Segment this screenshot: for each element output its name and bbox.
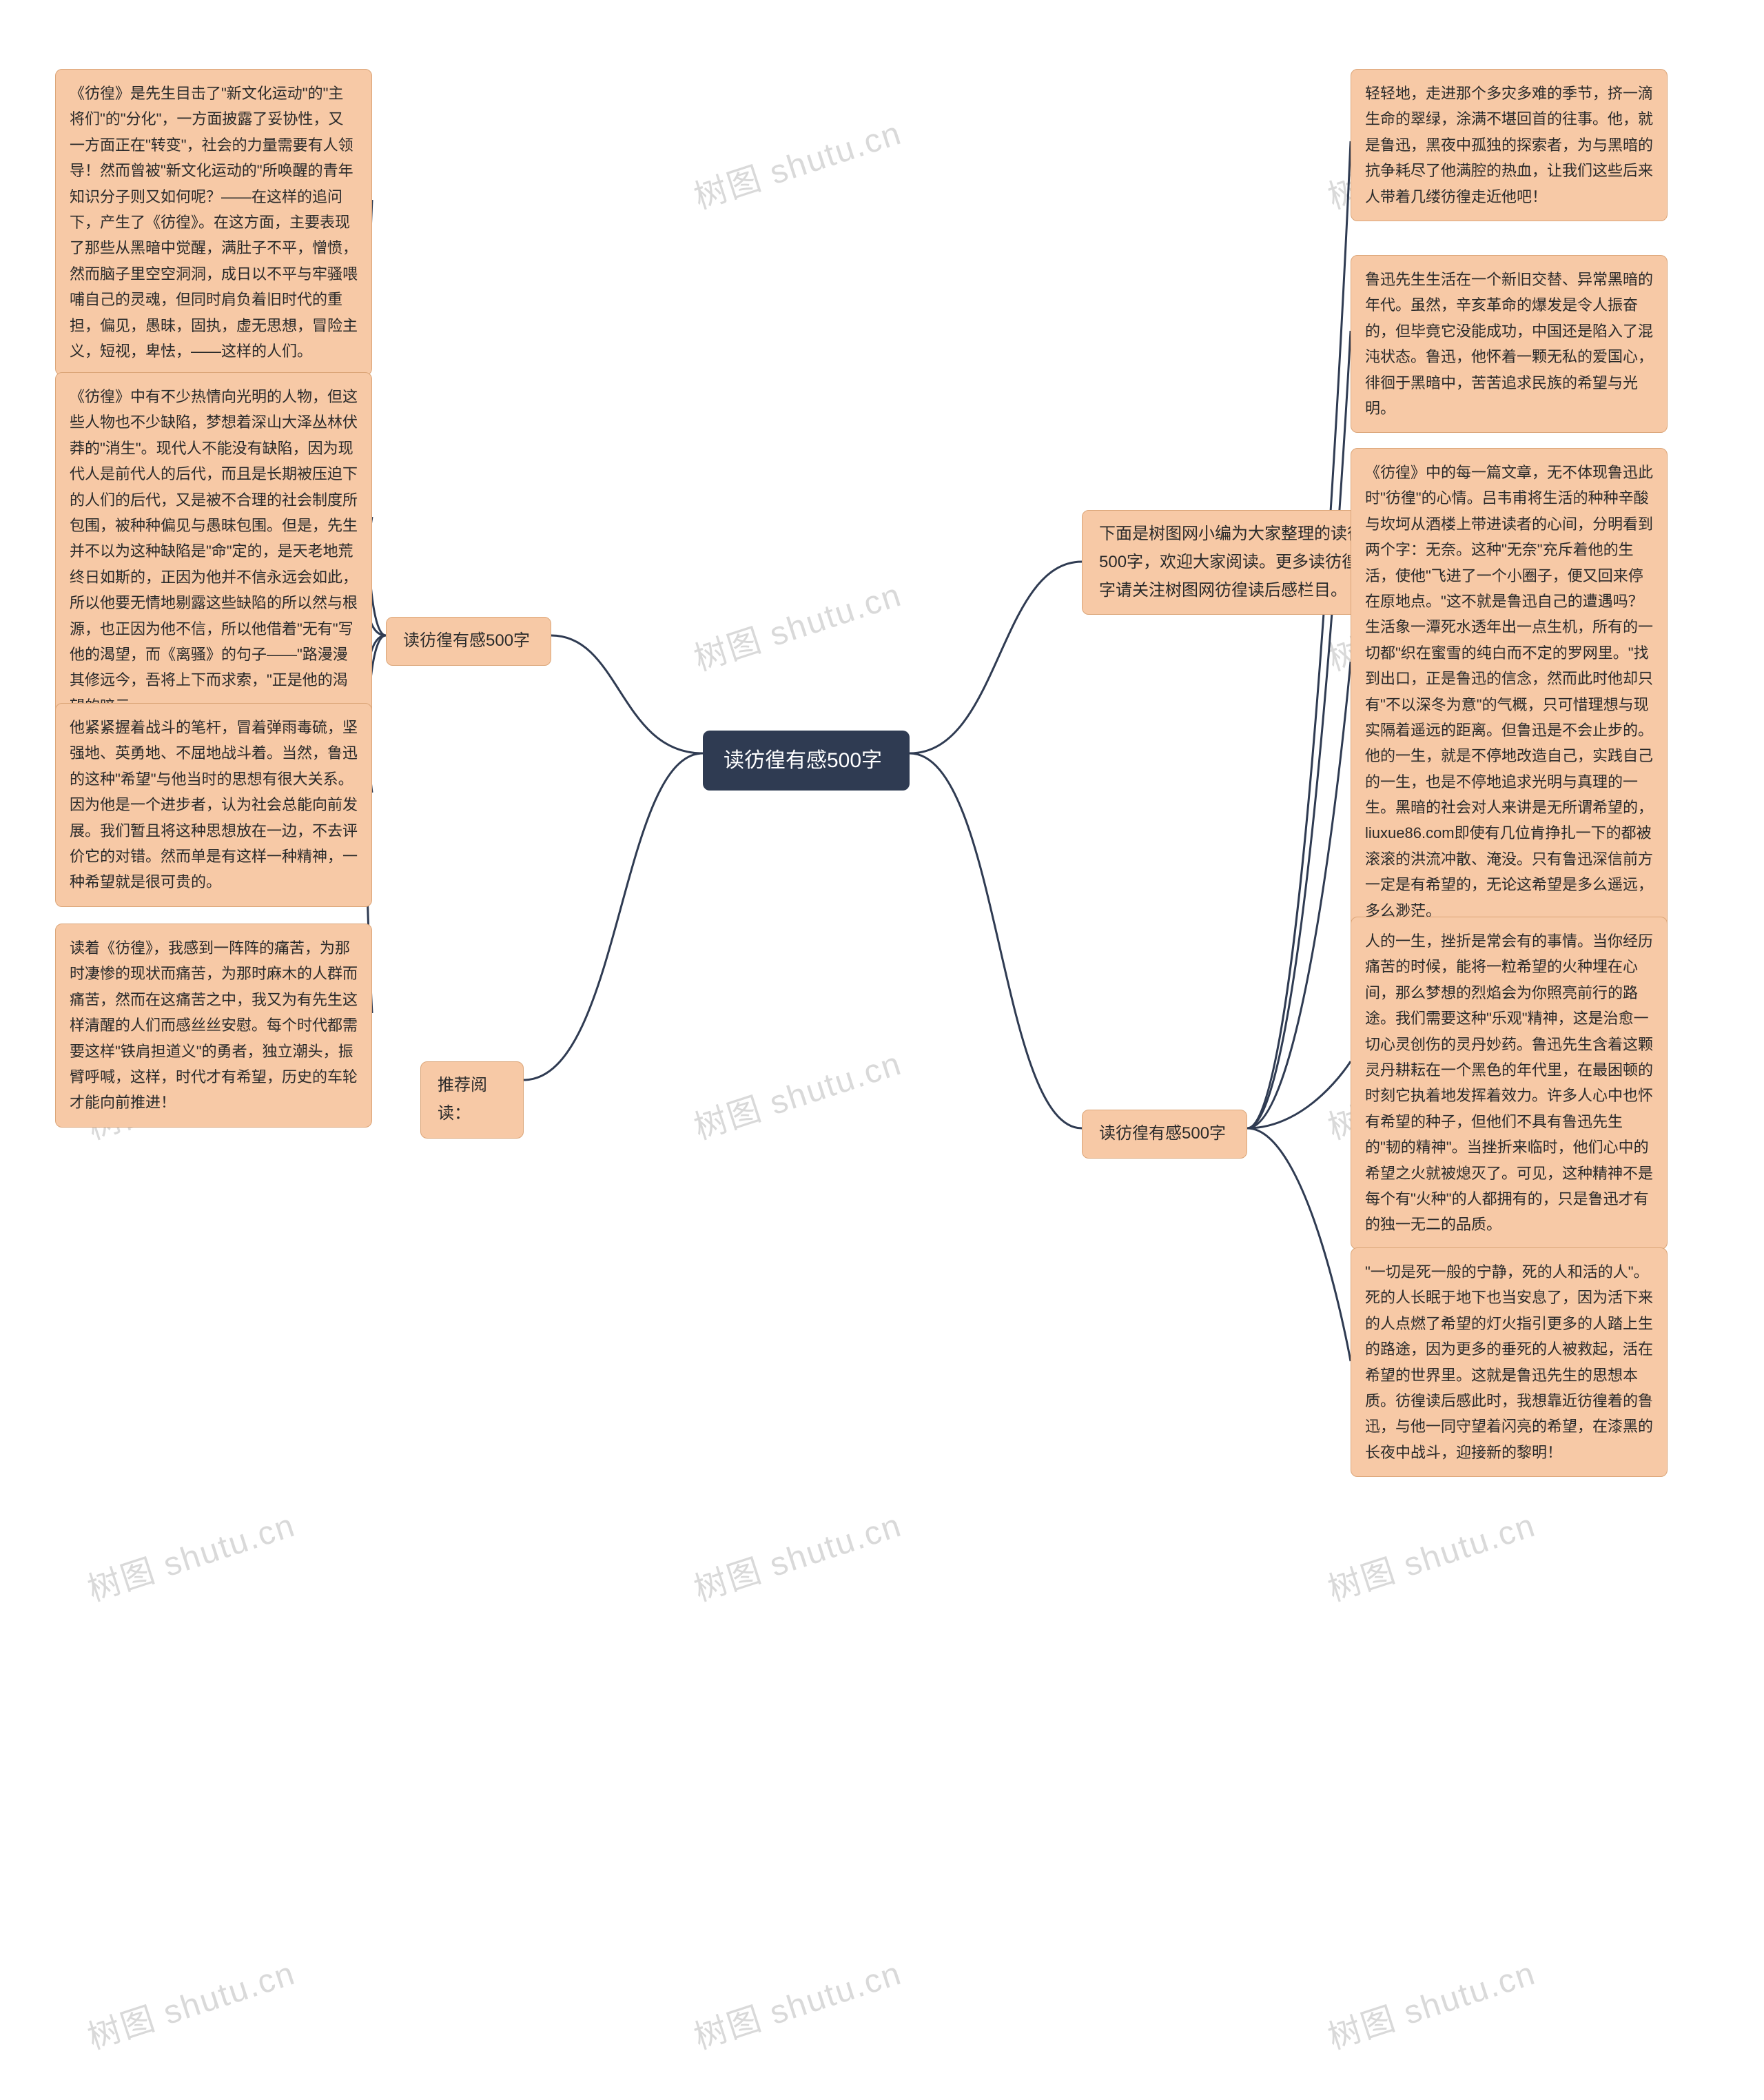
branch-left-bottom[interactable]: 推荐阅读： bbox=[420, 1061, 524, 1139]
watermark: 树图 shutu.cn bbox=[687, 1498, 907, 1610]
leaf-l3[interactable]: 他紧紧握着战斗的笔杆，冒着弹雨毒硫，坚强地、英勇地、不屈地战斗着。当然，鲁迅的这… bbox=[55, 703, 372, 907]
leaf-r5[interactable]: "一切是死一般的宁静，死的人和活的人"。死的人长眠于地下也当安息了，因为活下来的… bbox=[1351, 1247, 1668, 1477]
watermark: 树图 shutu.cn bbox=[687, 567, 907, 680]
leaf-r4[interactable]: 人的一生，挫折是常会有的事情。当你经历痛苦的时候，能将一粒希望的火种埋在心间，那… bbox=[1351, 917, 1668, 1250]
leaf-l2[interactable]: 《彷徨》中有不少热情向光明的人物，但这些人物也不少缺陷，梦想着深山大泽丛林伏莽的… bbox=[55, 372, 372, 731]
mindmap-center[interactable]: 读彷徨有感500字 bbox=[703, 731, 910, 791]
watermark: 树图 shutu.cn bbox=[1321, 1498, 1541, 1610]
leaf-r1[interactable]: 轻轻地，走进那个多灾多难的季节，挤一滴生命的翠绿，涂满不堪回首的往事。他，就是鲁… bbox=[1351, 69, 1668, 221]
watermark: 树图 shutu.cn bbox=[1321, 1946, 1541, 2058]
leaf-r3[interactable]: 《彷徨》中的每一篇文章，无不体现鲁迅此时"彷徨"的心情。吕韦甫将生活的种种辛酸与… bbox=[1351, 448, 1668, 935]
watermark: 树图 shutu.cn bbox=[81, 1498, 300, 1610]
leaf-l4[interactable]: 读着《彷徨》，我感到一阵阵的痛苦，为那时凄惨的现状而痛苦，为那时麻木的人群而痛苦… bbox=[55, 924, 372, 1128]
branch-right-bottom[interactable]: 读彷徨有感500字 bbox=[1082, 1110, 1247, 1159]
branch-left-top[interactable]: 读彷徨有感500字 bbox=[386, 617, 551, 666]
leaf-r2[interactable]: 鲁迅先生生活在一个新旧交替、异常黑暗的年代。虽然，辛亥革命的爆发是令人振奋的，但… bbox=[1351, 255, 1668, 433]
watermark: 树图 shutu.cn bbox=[687, 105, 907, 218]
watermark: 树图 shutu.cn bbox=[687, 1946, 907, 2058]
leaf-l1[interactable]: 《彷徨》是先生目击了"新文化运动"的"主将们"的"分化"，一方面披露了妥协性，又… bbox=[55, 69, 372, 376]
watermark: 树图 shutu.cn bbox=[687, 1036, 907, 1148]
watermark: 树图 shutu.cn bbox=[81, 1946, 300, 2058]
